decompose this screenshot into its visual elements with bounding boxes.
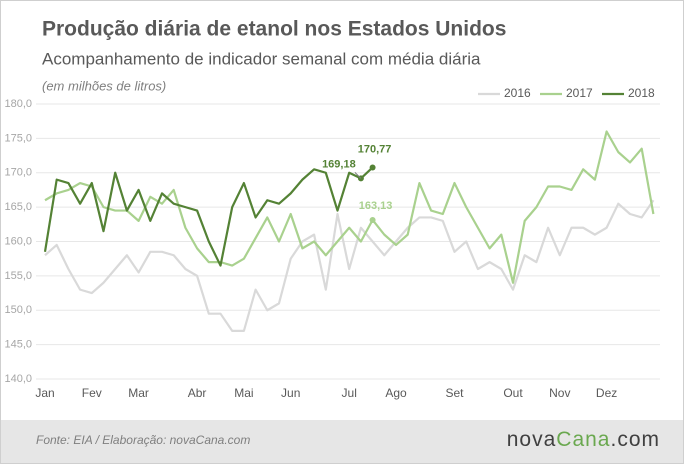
x-tick-label: Jan xyxy=(35,386,54,400)
x-tick-label: Dez xyxy=(596,386,617,400)
chart-subtitle: Acompanhamento de indicador semanal com … xyxy=(42,49,481,68)
x-tick-label: Mar xyxy=(128,386,149,400)
x-tick-label: Ago xyxy=(385,386,407,400)
data-point xyxy=(369,164,376,171)
source: Fonte: EIA / Elaboração: novaCana.com xyxy=(36,433,250,447)
legend-label: 2017 xyxy=(566,86,593,100)
x-tick-label: Fev xyxy=(82,386,102,400)
footer-bg xyxy=(1,420,683,463)
y-tick-label: 180,0 xyxy=(4,98,32,110)
y-tick-label: 140,0 xyxy=(4,373,32,385)
series-line xyxy=(44,130,655,284)
y-tick-label: 170,0 xyxy=(4,167,32,179)
chart-title: Produção diária de etanol nos Estados Un… xyxy=(42,18,506,41)
y-tick-label: 155,0 xyxy=(4,270,32,282)
series-line xyxy=(43,166,374,267)
x-tick-label: Jun xyxy=(281,386,300,400)
series-line xyxy=(44,199,655,332)
logo: novaCana.com xyxy=(507,428,660,451)
x-tick-label: Mai xyxy=(234,386,253,400)
x-tick-label: Jul xyxy=(342,386,357,400)
data-point xyxy=(369,216,376,223)
y-tick-label: 175,0 xyxy=(4,132,32,144)
logo-part: nova xyxy=(507,428,557,451)
leader-line xyxy=(354,172,362,179)
y-tick-label: 160,0 xyxy=(4,235,32,247)
unit-label: (em milhões de litros) xyxy=(42,78,166,93)
y-tick-label: 145,0 xyxy=(4,339,32,351)
legend-label: 2016 xyxy=(504,86,531,100)
x-tick-label: Abr xyxy=(188,386,207,400)
logo-part: .com xyxy=(610,428,660,451)
data-label: 170,77 xyxy=(358,143,392,155)
y-tick-label: 150,0 xyxy=(4,304,32,316)
x-tick-label: Set xyxy=(445,386,464,400)
x-tick-label: Out xyxy=(503,386,523,400)
data-label: 169,18 xyxy=(322,158,356,170)
data-label: 163,13 xyxy=(359,200,393,212)
legend-label: 2018 xyxy=(628,86,655,100)
logo-part: Cana xyxy=(556,428,610,451)
x-tick-label: Nov xyxy=(549,386,570,400)
y-tick-label: 165,0 xyxy=(4,201,32,213)
